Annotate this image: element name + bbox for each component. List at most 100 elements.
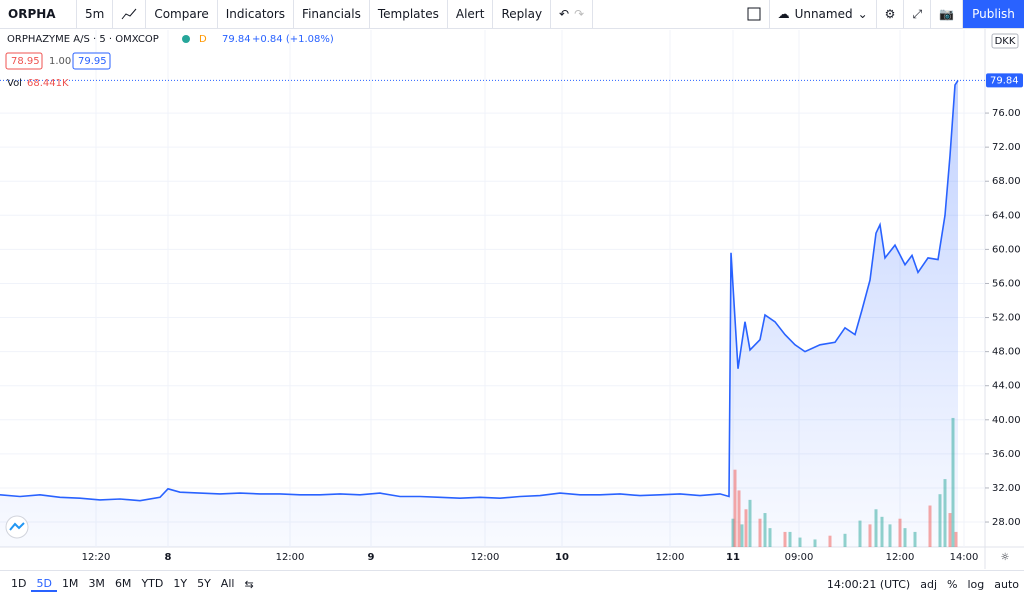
volume-bar [740, 524, 744, 547]
toolbar-item[interactable]: Financials [294, 0, 370, 28]
interval[interactable]: 5m [77, 0, 114, 28]
range-button[interactable]: 5D [31, 577, 57, 592]
volume-bar [768, 528, 772, 547]
volume-bar [913, 531, 917, 547]
x-tick-label: 9 [368, 552, 375, 563]
option-button[interactable]: % [947, 578, 958, 591]
undo[interactable]: ↶ ↷ [551, 0, 594, 28]
range-button[interactable]: 1M [61, 577, 79, 590]
volume-bar [928, 505, 932, 547]
toolbar-item[interactable]: Compare [146, 0, 218, 28]
range-button[interactable]: 1Y [173, 577, 188, 590]
x-tick-label: 12:00 [276, 552, 305, 563]
volume-bar [744, 509, 748, 547]
toolbar: ORPHA 5m Compare Indicators Financials Temp… [0, 0, 1024, 29]
legend-name: ORPHAZYME A/S · 5 · OMXCOP [7, 34, 159, 45]
volume-bar [737, 490, 741, 547]
volume-bar [843, 533, 847, 547]
volume-bar [731, 518, 735, 547]
x-tick-label: 8 [165, 552, 172, 563]
y-tick-label: 40.00 [992, 415, 1021, 426]
volume-bar [748, 499, 752, 547]
y-tick-label: 44.00 [992, 381, 1021, 392]
snapshot[interactable]: 📷 [931, 0, 963, 28]
range-button[interactable]: All [220, 577, 235, 590]
y-tick-label: 28.00 [992, 517, 1021, 528]
range-button[interactable]: 3M [88, 577, 105, 590]
currency-box [991, 33, 1019, 49]
toolbar-item[interactable]: Indicators [218, 0, 295, 28]
ask-box [72, 52, 111, 70]
y-tick-label: 72.00 [992, 142, 1021, 153]
settings[interactable]: ⚙ [877, 0, 905, 28]
x-tick-label: 12:00 [656, 552, 685, 563]
volume-bar [888, 524, 892, 547]
range-button[interactable]: YTD [141, 577, 164, 590]
y-tick-label: 68.00 [992, 176, 1021, 187]
option-button[interactable]: auto [994, 578, 1019, 591]
options: adj% log auto [915, 578, 1024, 591]
icon [747, 7, 761, 21]
option-button[interactable]: log [967, 578, 985, 591]
toolbar-item[interactable]: Alert [448, 0, 494, 28]
y-tick-label: 48.00 [992, 347, 1021, 358]
volume-bar [903, 528, 907, 547]
symbol[interactable]: ORPHA [0, 0, 77, 28]
icon [121, 8, 137, 20]
volume-bar [868, 524, 872, 547]
y-tick-label: 76.00 [992, 108, 1021, 119]
y-tick-label: 36.00 [992, 449, 1021, 460]
chart: 28.00 32.00 36.00 40.00 44.00 48.00 52.00 56.00… [0, 29, 1024, 569]
layout-name[interactable]: ☁ Unnamed ⌄ [770, 0, 877, 28]
range-button[interactable]: 1D [11, 577, 27, 590]
x-tick-label: 12:20 [82, 552, 111, 563]
area [0, 80, 958, 548]
x-tick-label: 12:00 [886, 552, 915, 563]
volume-bar [943, 479, 947, 547]
x-tick-label: 10 [555, 552, 569, 563]
layout-box[interactable] [739, 0, 770, 28]
ranges: 1D 5D 1M 3M 6M YTD 1Y 5Y All [0, 577, 239, 592]
clock: 14:00:21 (UTC) [826, 578, 911, 591]
toolbar-item[interactable]: Templates [370, 0, 448, 28]
y-tick-label: 64.00 [992, 210, 1021, 221]
status-dot [182, 35, 190, 43]
volume-bar [828, 535, 832, 547]
range-button[interactable]: 5Y [197, 577, 211, 590]
bid: 78.95 [11, 56, 40, 67]
ask: 79.95 [78, 56, 107, 67]
chart-style[interactable] [113, 0, 147, 28]
option-button[interactable]: adj [920, 578, 937, 591]
volume-bar [938, 494, 942, 547]
volume-bar [758, 518, 762, 547]
bid-box [5, 52, 43, 70]
last-price-label: 79.84 [990, 75, 1019, 86]
volume-bar [733, 469, 737, 547]
vol-value: 68.441K [27, 78, 69, 89]
volume-bar [874, 509, 878, 547]
volume-bar [948, 513, 952, 547]
logo-mark [9, 522, 25, 531]
price-axis-bg [985, 29, 1024, 569]
x-tick-label: 12:00 [471, 552, 500, 563]
x-tick-label: 09:00 [785, 552, 814, 563]
y-tick-label: 52.00 [992, 313, 1021, 324]
legend-change: +0.84 (+1.08%) [252, 34, 334, 45]
y-tick-label: 32.00 [992, 483, 1021, 494]
volume-bar [858, 520, 862, 547]
range-button[interactable]: 6M [114, 577, 132, 590]
last-price-tag [986, 73, 1023, 88]
bottom-bar: 1D 5D 1M 3M 6M YTD 1Y 5Y All ⇆ 14:00:21 (UTC) ad… [0, 570, 1024, 598]
legend-badge: D [199, 34, 207, 45]
currency: DKK [995, 36, 1016, 47]
volume-bar [951, 417, 955, 547]
x-tick-label: 11 [726, 552, 740, 563]
publish-button[interactable]: Publish [963, 0, 1024, 28]
volume-bar [783, 531, 787, 547]
y-tick-label: 60.00 [992, 244, 1021, 255]
y-tick-label: 56.00 [992, 278, 1021, 289]
fullscreen[interactable]: ⤢ [904, 0, 932, 28]
toolbar-item[interactable]: Replay [493, 0, 552, 28]
date-range-icon[interactable]: ⇆ [244, 578, 254, 591]
